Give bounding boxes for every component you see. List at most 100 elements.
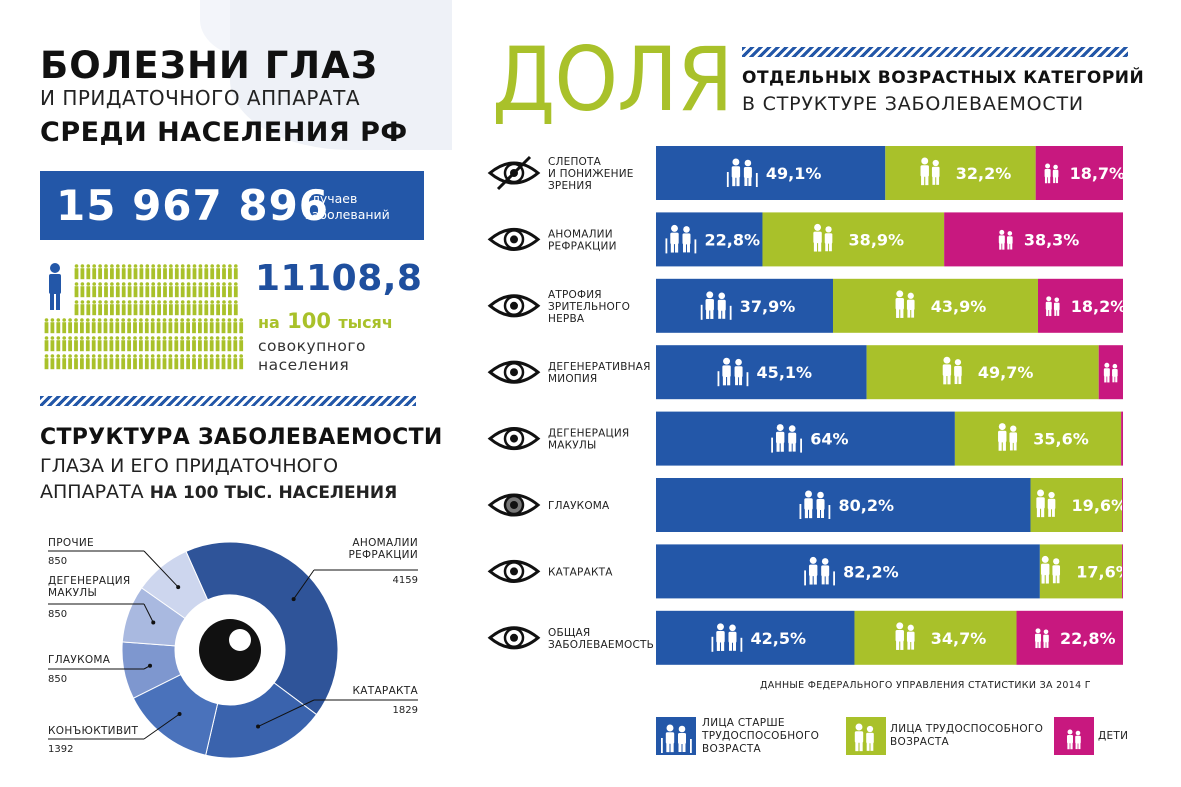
crowd-person-icon	[233, 264, 238, 280]
crowd-person-icon	[56, 336, 61, 352]
leader-dot	[176, 585, 181, 590]
crowd-person-icon	[210, 282, 215, 298]
crowd-person-icon	[139, 264, 144, 280]
crowd-person-icon	[204, 282, 209, 298]
crowd-person-icon	[109, 336, 114, 352]
legend-label: ЛИЦА ТРУДОСПОСОБНОГО ВОЗРАСТА	[890, 723, 1043, 749]
crowd-person-icon	[92, 282, 97, 298]
crowd-person-icon	[163, 264, 167, 280]
adults-icon	[998, 423, 1018, 451]
crowd-person-icon	[85, 336, 90, 352]
crowd-person-icon	[91, 318, 96, 334]
crowd-person-icon	[151, 264, 156, 280]
bar-value-label: 38,9%	[849, 230, 905, 249]
leader-line	[143, 550, 179, 588]
crowd-person-icon	[192, 264, 197, 280]
donut-label: ГЛАУКОМА	[48, 654, 111, 666]
legend-label-line: ТРУДОСПОСОБНОГО	[702, 729, 820, 742]
rate-per: на 100 тысяч	[258, 309, 393, 333]
adults-icon	[1036, 489, 1056, 518]
adults-icon	[895, 622, 915, 650]
cases-label-line1: случаев	[305, 191, 358, 206]
bar-category-label: ГЛАУКОМА	[548, 500, 610, 512]
elderly-icon	[804, 556, 835, 586]
crowd-person-icon	[174, 336, 179, 352]
divider-stripes	[40, 396, 416, 406]
crowd-person-icon	[121, 336, 126, 352]
crowd-person-icon	[139, 354, 143, 370]
crowd-person-icon	[145, 300, 150, 316]
donut-label: АНОМАЛИИ	[352, 537, 418, 549]
donut-label: ПРОЧИЕ	[48, 537, 94, 549]
crowd-person-icon	[233, 336, 238, 352]
elderly-icon	[771, 424, 802, 453]
elderly-icon	[717, 357, 749, 387]
children-icon	[1045, 296, 1060, 317]
crowd-person-icon	[110, 264, 114, 280]
bar-segment	[656, 478, 1031, 532]
crowd-person-icon	[174, 300, 179, 316]
crowd-person-icon	[144, 318, 149, 334]
donut-label: КАТАРАКТА	[353, 685, 419, 697]
crowd-person-icon	[74, 300, 79, 316]
crowd-person-icon	[222, 300, 226, 316]
crowd-person-icon	[174, 318, 179, 334]
crowd-person-icon	[121, 300, 126, 316]
crowd-person-icon	[150, 336, 155, 352]
crowd-person-icon	[104, 282, 108, 298]
crowd-person-icon	[203, 354, 208, 370]
refraction-eye-icon	[487, 227, 541, 251]
pupil-highlight	[229, 629, 251, 651]
bar-segment	[656, 610, 855, 665]
adults-icon	[942, 356, 962, 385]
crowd-person-icon	[239, 318, 244, 334]
bar-category-label: И ПОНИЖЕНИЕ	[548, 168, 634, 180]
crowd-person-icon	[139, 336, 143, 352]
crowd-person-icon	[186, 300, 191, 316]
crowd-person-icon	[127, 264, 132, 280]
general-eye-icon	[487, 626, 541, 650]
legend-label-line: ВОЗРАСТА	[890, 736, 950, 748]
crowd-person-icon	[186, 318, 190, 334]
bar-value-label: 18,2%	[1071, 297, 1127, 316]
crowd-person-icon	[227, 336, 232, 352]
crowd-person-icon	[163, 300, 167, 316]
bar-segment	[656, 146, 886, 200]
crowd-person-icon	[198, 282, 203, 298]
crowd-person-icon	[115, 336, 120, 352]
leader-dot	[256, 724, 261, 729]
crowd-person-icon	[127, 318, 131, 334]
crowd-person-icon	[157, 300, 161, 316]
crowd-person-icon	[97, 318, 102, 334]
crowd-person-icon	[233, 318, 238, 334]
crowd-person-icon	[162, 354, 167, 370]
crowd-person-icon	[180, 336, 185, 352]
bar-segment	[1030, 478, 1123, 532]
crowd-person-icon	[127, 336, 131, 352]
main-title-line3: СРЕДИ НАСЕЛЕНИЯ РФ	[40, 117, 408, 148]
crowd-person-icon	[239, 336, 244, 352]
crowd-person-icon	[169, 282, 173, 298]
crowd-person-icon	[215, 336, 220, 352]
crowd-person-icon	[157, 264, 161, 280]
elderly-icon	[665, 224, 697, 254]
bar-segment	[832, 278, 1039, 333]
crowd-person-icon	[91, 354, 96, 370]
elderly-icon	[799, 490, 831, 519]
crowd-person-icon	[127, 300, 132, 316]
crowd-person-icon	[203, 318, 208, 334]
population-figures-icon	[44, 263, 244, 370]
bar-value-label: 42,5%	[750, 629, 806, 648]
crowd-person-icon	[192, 354, 196, 370]
bar-segment	[854, 610, 1017, 665]
crowd-person-icon	[80, 336, 84, 352]
right-subtitle-line2: В СТРУКТУРЕ ЗАБОЛЕВАЕМОСТИ	[742, 93, 1084, 115]
crowd-person-icon	[222, 282, 226, 298]
crowd-person-icon	[216, 282, 220, 298]
crowd-person-icon	[62, 318, 67, 334]
crowd-person-icon	[85, 354, 90, 370]
bar-segment	[656, 544, 1040, 599]
donut-slice	[140, 550, 209, 620]
elderly-icon	[661, 724, 692, 753]
bar-value-label: 64%	[810, 430, 848, 449]
